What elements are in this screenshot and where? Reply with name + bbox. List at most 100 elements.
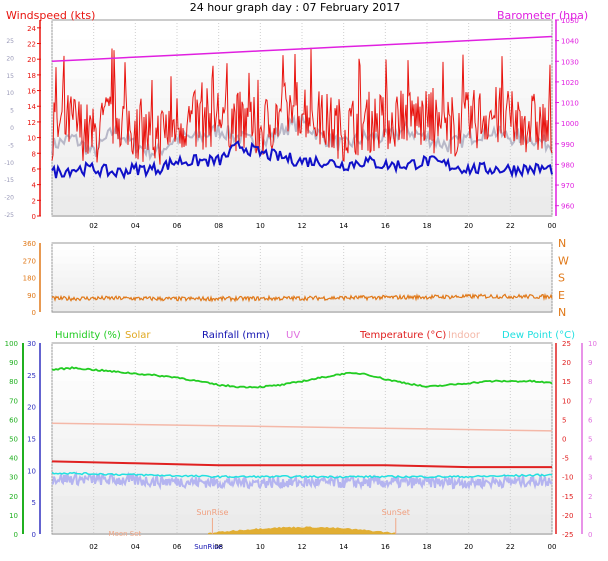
wind-tick-label: 16 bbox=[27, 88, 36, 96]
temp-tick-label: 15 bbox=[562, 378, 571, 386]
rain-tick-label: 20 bbox=[27, 404, 36, 412]
compass-label: N bbox=[558, 237, 566, 250]
uv-tick-label: 3 bbox=[588, 474, 592, 482]
rain-tick-label: 30 bbox=[27, 340, 36, 348]
sun-event-label: SunSet bbox=[382, 508, 410, 517]
temp-tick-label: -15 bbox=[562, 493, 573, 501]
humidity-tick-label: 30 bbox=[9, 474, 18, 482]
x-tick-label: 00 bbox=[548, 222, 557, 230]
legend-label: Rainfall (mm) bbox=[202, 330, 270, 341]
compass-label: S bbox=[558, 272, 565, 285]
humidity-tick-label: 10 bbox=[9, 512, 18, 520]
uv-tick-label: 9 bbox=[588, 359, 592, 367]
baro-tick-label: 1010 bbox=[561, 100, 579, 108]
humidity-tick-label: 80 bbox=[9, 378, 18, 386]
rain-tick-label: 5 bbox=[32, 499, 36, 507]
temp-tick-label: 25 bbox=[562, 340, 571, 348]
outer-left-tick-label: 25 bbox=[6, 38, 14, 45]
x-tick-label: 18 bbox=[423, 543, 432, 551]
wind-tick-label: 20 bbox=[27, 56, 36, 64]
barometer-line bbox=[51, 35, 553, 63]
direction-tick-label: 0 bbox=[32, 309, 36, 317]
temp-tick-label: 0 bbox=[562, 436, 566, 444]
wind-tick-label: 24 bbox=[27, 25, 36, 33]
temp-tick-label: 5 bbox=[562, 416, 566, 424]
x-tick-label: 00 bbox=[548, 543, 557, 551]
legend-label: Humidity (%) bbox=[55, 330, 121, 341]
uv-tick-label: 7 bbox=[588, 397, 592, 405]
direction-tick-label: 270 bbox=[23, 257, 36, 265]
x-tick-label: 10 bbox=[256, 543, 265, 551]
rain-tick-label: 25 bbox=[27, 372, 36, 380]
x-tick-label: 20 bbox=[464, 222, 473, 230]
wind-axis-title: Windspeed (kts) bbox=[6, 9, 95, 22]
humidity-line bbox=[51, 366, 553, 389]
rain-tick-label: 10 bbox=[27, 467, 36, 475]
x-tick-label: 06 bbox=[173, 543, 182, 551]
legend-label: UV bbox=[286, 330, 300, 341]
wind-tick-label: 0 bbox=[32, 213, 36, 221]
humidity-tick-label: 50 bbox=[9, 436, 18, 444]
plot-background-band bbox=[52, 298, 552, 307]
humidity-tick-label: 40 bbox=[9, 455, 18, 463]
baro-tick-label: 960 bbox=[561, 203, 574, 211]
humidity-tick-label: 90 bbox=[9, 359, 18, 367]
rain-tick-label: 0 bbox=[32, 531, 36, 539]
x-tick-label: 12 bbox=[298, 222, 307, 230]
graph-title: 24 hour graph day : 07 February 2017 bbox=[190, 1, 401, 14]
compass-label: W bbox=[558, 254, 569, 267]
legend-label: Indoor bbox=[448, 330, 481, 341]
x-tick-label: 20 bbox=[464, 543, 473, 551]
wind-tick-label: 10 bbox=[27, 135, 36, 143]
baro-axis-title: Barometer (hpa) bbox=[497, 9, 588, 22]
plot-background-band bbox=[52, 291, 552, 300]
plot-background-band bbox=[52, 176, 552, 198]
outer-left-tick-label: 0 bbox=[10, 125, 14, 132]
plot-background-band bbox=[52, 256, 552, 265]
uv-tick-label: 6 bbox=[588, 416, 593, 424]
baro-tick-label: 1050 bbox=[561, 17, 579, 25]
outer-left-tick-label: -5 bbox=[8, 142, 14, 149]
wind-direction-line bbox=[51, 292, 553, 303]
wind-tick-label: 12 bbox=[27, 119, 36, 127]
wind-tick-label: 22 bbox=[27, 41, 36, 49]
baro-tick-label: 1000 bbox=[561, 120, 579, 128]
dew-shadow-line bbox=[51, 471, 553, 491]
uv-tick-label: 10 bbox=[588, 340, 597, 348]
x-tick-label: 06 bbox=[173, 222, 182, 230]
legend-label: Solar bbox=[125, 330, 151, 341]
baro-tick-label: 980 bbox=[561, 161, 574, 169]
x-tick-label: 22 bbox=[506, 222, 515, 230]
uv-tick-label: 8 bbox=[588, 378, 592, 386]
plot-background-band bbox=[52, 137, 552, 159]
humidity-tick-label: 70 bbox=[9, 397, 18, 405]
compass-label: N bbox=[558, 306, 566, 319]
temp-tick-label: -20 bbox=[562, 512, 573, 520]
uv-tick-label: 4 bbox=[588, 455, 593, 463]
wind-speed-line bbox=[51, 47, 553, 165]
x-tick-label: 14 bbox=[339, 222, 348, 230]
outer-left-tick-label: -10 bbox=[4, 160, 14, 167]
temp-humidity-panel: Humidity (%) Solar Rainfall (mm) UV Temperat… bbox=[5, 330, 597, 551]
outer-left-tick-label: -15 bbox=[4, 177, 14, 184]
legend-label: Temperature (°C) bbox=[359, 330, 446, 341]
x-tick-label: 16 bbox=[381, 222, 390, 230]
outer-left-tick-label: 10 bbox=[6, 90, 14, 97]
plot-background-band bbox=[52, 277, 552, 286]
humidity-tick-label: 0 bbox=[14, 531, 18, 539]
temperature-line bbox=[51, 460, 552, 469]
temp-tick-label: 20 bbox=[562, 359, 571, 367]
moon-set-label: Moon Set bbox=[109, 530, 142, 538]
x-tick-label: 08 bbox=[214, 222, 223, 230]
rain-tick-label: 15 bbox=[27, 436, 36, 444]
baro-tick-label: 1040 bbox=[561, 38, 579, 46]
x-tick-label: 02 bbox=[89, 222, 98, 230]
baro-tick-label: 1020 bbox=[561, 79, 579, 87]
direction-tick-label: 180 bbox=[23, 275, 36, 283]
x-tick-label: 22 bbox=[506, 543, 515, 551]
x-tick-label: 02 bbox=[89, 543, 98, 551]
wind-tick-label: 2 bbox=[32, 197, 36, 205]
x-tick-label: 04 bbox=[131, 222, 140, 230]
direction-tick-label: 360 bbox=[23, 240, 36, 248]
